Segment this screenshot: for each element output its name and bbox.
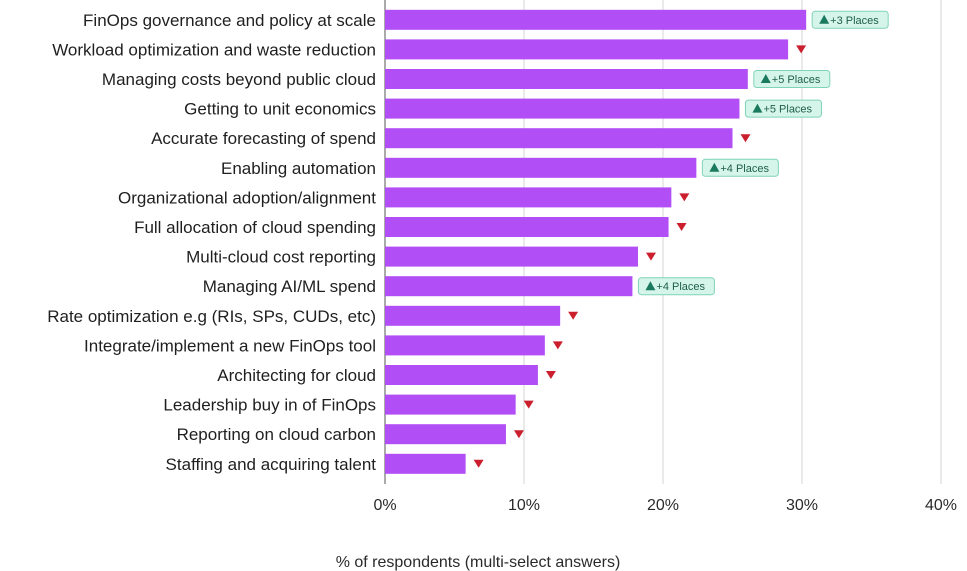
bar (385, 157, 697, 178)
category-label: Full allocation of cloud spending (134, 218, 376, 237)
bar (385, 305, 561, 326)
x-axis-ticks: 0% 10% 20% 30% 40% (373, 497, 957, 514)
bar (385, 276, 633, 297)
bar (385, 69, 748, 89)
bar (385, 98, 740, 119)
down-arrow-icon (676, 223, 687, 231)
up-arrow-icon (752, 103, 763, 113)
up-arrow-icon (819, 14, 830, 24)
category-label: Integrate/implement a new FinOps tool (84, 336, 376, 355)
bar (385, 9, 807, 30)
down-arrow-icon (679, 193, 690, 202)
bar (385, 424, 506, 445)
down-arrow-icon (523, 400, 534, 409)
down-arrow-icon (568, 311, 579, 320)
down-arrow-icon (796, 45, 807, 54)
rank-change-badge (753, 70, 831, 88)
category-label: Enabling automation (221, 159, 376, 178)
down-arrow-icon (740, 134, 751, 143)
down-arrow-icon (513, 430, 524, 439)
down-arrow-icon (552, 341, 563, 350)
down-arrow-icon (473, 459, 484, 468)
x-tick-label: 40% (925, 497, 957, 514)
bar (385, 453, 466, 474)
rank-change-badge (744, 99, 822, 118)
category-label: FinOps governance and policy at scale (83, 11, 376, 30)
rank-change-label: +3 Places (830, 15, 879, 27)
x-tick-label: 30% (786, 497, 818, 514)
up-arrow-icon (709, 162, 720, 172)
rank-change-markers: +3 Places +5 Places +5 Places +4 Places +4 P… (473, 10, 889, 468)
category-label: Managing AI/ML spend (203, 277, 376, 296)
down-arrow-icon (545, 371, 556, 379)
up-arrow-icon (760, 74, 771, 83)
category-label: Getting to unit economics (184, 100, 376, 119)
down-arrow-icon (645, 252, 656, 261)
up-arrow-icon (645, 281, 656, 291)
category-label: Managing costs beyond public cloud (102, 70, 376, 89)
rank-change-badge (811, 10, 889, 29)
bar (385, 217, 669, 237)
rank-change-badge (637, 277, 715, 296)
bar (385, 246, 638, 267)
rank-change-label: +4 Places (720, 163, 769, 175)
bar (385, 39, 789, 60)
category-label: Leadership buy in of FinOps (163, 396, 376, 415)
x-tick-label: 10% (508, 497, 540, 514)
rank-change-label: +5 Places (763, 104, 812, 116)
category-label: Staffing and acquiring talent (166, 455, 377, 474)
category-label: Reporting on cloud carbon (177, 425, 376, 444)
rank-change-badge (701, 158, 779, 177)
category-labels: FinOps governance and policy at scale Wor… (47, 11, 376, 474)
bar (385, 187, 672, 208)
rank-change-label: +4 Places (656, 281, 705, 293)
category-label: Accurate forecasting of spend (151, 129, 376, 148)
category-label: Rate optimization e.g (RIs, SPs, CUDs, e… (47, 307, 376, 326)
bar (385, 394, 516, 415)
bar (385, 365, 538, 385)
x-axis-title: % of respondents (multi-select answers) (336, 554, 621, 571)
bars (385, 9, 807, 474)
category-label: Architecting for cloud (217, 366, 376, 385)
x-tick-label: 20% (647, 497, 679, 514)
category-label: Workload optimization and waste reductio… (52, 40, 376, 59)
x-tick-label: 0% (373, 497, 396, 514)
bar (385, 335, 545, 356)
rank-change-label: +5 Places (772, 74, 821, 86)
bar (385, 128, 733, 149)
category-label: Multi-cloud cost reporting (186, 248, 376, 267)
category-label: Organizational adoption/alignment (118, 188, 376, 207)
